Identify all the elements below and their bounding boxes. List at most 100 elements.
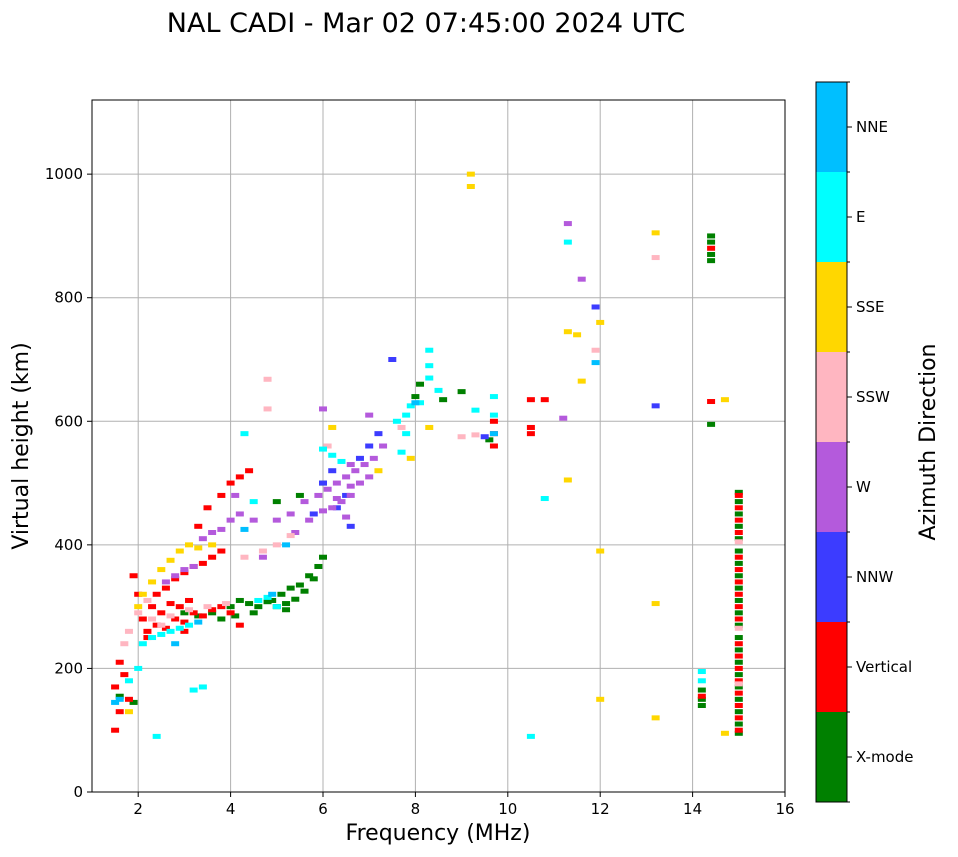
data-point: [319, 554, 327, 560]
data-point: [707, 245, 716, 251]
data-point: [124, 696, 133, 702]
data-point: [148, 579, 157, 585]
data-point: [411, 394, 420, 400]
data-point: [734, 684, 743, 690]
data-point: [596, 548, 605, 554]
data-point: [707, 239, 716, 245]
data-point: [180, 567, 189, 573]
data-point: [457, 434, 466, 440]
data-point: [286, 511, 295, 517]
data-point: [198, 560, 207, 566]
data-point: [319, 508, 327, 514]
data-point: [489, 443, 498, 449]
data-point: [707, 233, 716, 239]
data-point: [254, 604, 263, 610]
data-point: [240, 526, 249, 532]
data-point: [734, 659, 743, 665]
data-point: [734, 653, 743, 659]
data-point: [651, 715, 660, 721]
data-point: [171, 616, 180, 622]
data-point: [563, 329, 572, 335]
data-point: [374, 431, 383, 437]
plot-background: [92, 100, 785, 792]
y-tick-label: 1000: [45, 165, 83, 183]
data-point: [734, 604, 743, 610]
data-point: [734, 690, 743, 696]
data-point: [111, 727, 120, 733]
data-point: [226, 480, 235, 486]
data-point: [305, 573, 314, 579]
data-point: [411, 400, 420, 406]
data-point: [129, 699, 138, 705]
data-point: [355, 480, 364, 486]
data-point: [425, 375, 434, 381]
data-point: [185, 597, 194, 603]
colorbar-segment: [816, 262, 847, 352]
data-point: [346, 492, 355, 498]
data-point: [314, 492, 323, 498]
data-point: [734, 703, 743, 708]
y-tick-label: 600: [54, 412, 83, 430]
data-point: [526, 424, 535, 430]
data-point: [231, 492, 240, 498]
y-axis-ticks: 0 200 400 600 800 1000: [45, 165, 92, 801]
data-point: [651, 230, 660, 236]
data-point: [379, 443, 388, 449]
data-point: [485, 437, 494, 443]
series-x-mode: [115, 233, 743, 736]
data-point: [697, 696, 706, 702]
data-point: [734, 641, 743, 647]
data-point: [263, 599, 272, 605]
data-point: [734, 610, 743, 616]
data-point: [235, 597, 244, 603]
data-point: [346, 462, 355, 468]
data-point: [734, 591, 743, 597]
data-point: [217, 492, 226, 498]
data-point: [319, 446, 327, 452]
data-point: [734, 678, 743, 684]
series-nne: [111, 360, 600, 705]
colorbar-tick-label: SSE: [856, 298, 885, 316]
data-point: [425, 347, 434, 353]
data-point: [282, 542, 291, 548]
data-point: [208, 542, 217, 548]
data-point: [240, 554, 249, 560]
data-point: [258, 554, 267, 560]
data-point: [185, 622, 194, 628]
data-point: [198, 613, 207, 619]
data-point: [295, 492, 304, 498]
data-point: [249, 610, 258, 616]
data-point: [489, 431, 498, 437]
data-point: [185, 542, 194, 548]
data-point: [332, 505, 341, 511]
chart-title: NAL CADI - Mar 02 07:45:00 2024 UTC: [167, 8, 685, 39]
data-point: [734, 579, 743, 585]
data-point: [360, 462, 369, 468]
data-point: [434, 387, 443, 393]
x-axis-ticks: 2 4 6 8 10 12 14 16: [133, 792, 795, 818]
data-point: [392, 418, 401, 424]
x-tick-label: 2: [133, 800, 143, 818]
data-point: [526, 733, 535, 739]
data-point: [203, 604, 212, 610]
data-point: [734, 499, 743, 505]
data-point: [272, 604, 281, 610]
colorbar-segment: [816, 622, 847, 712]
data-point: [120, 641, 129, 647]
data-point: [480, 434, 489, 440]
data-point: [734, 672, 743, 678]
data-point: [406, 403, 415, 409]
colorbar-segment: [816, 442, 847, 532]
data-point: [171, 641, 180, 647]
data-point: [734, 539, 743, 545]
data-point: [540, 496, 549, 502]
data-point: [148, 604, 157, 610]
data-point: [707, 421, 716, 427]
data-point: [115, 659, 124, 665]
data-point: [166, 557, 175, 563]
data-point: [374, 468, 383, 474]
data-point: [734, 517, 743, 523]
data-point: [272, 499, 281, 505]
data-point: [180, 628, 189, 634]
data-point: [466, 184, 475, 189]
